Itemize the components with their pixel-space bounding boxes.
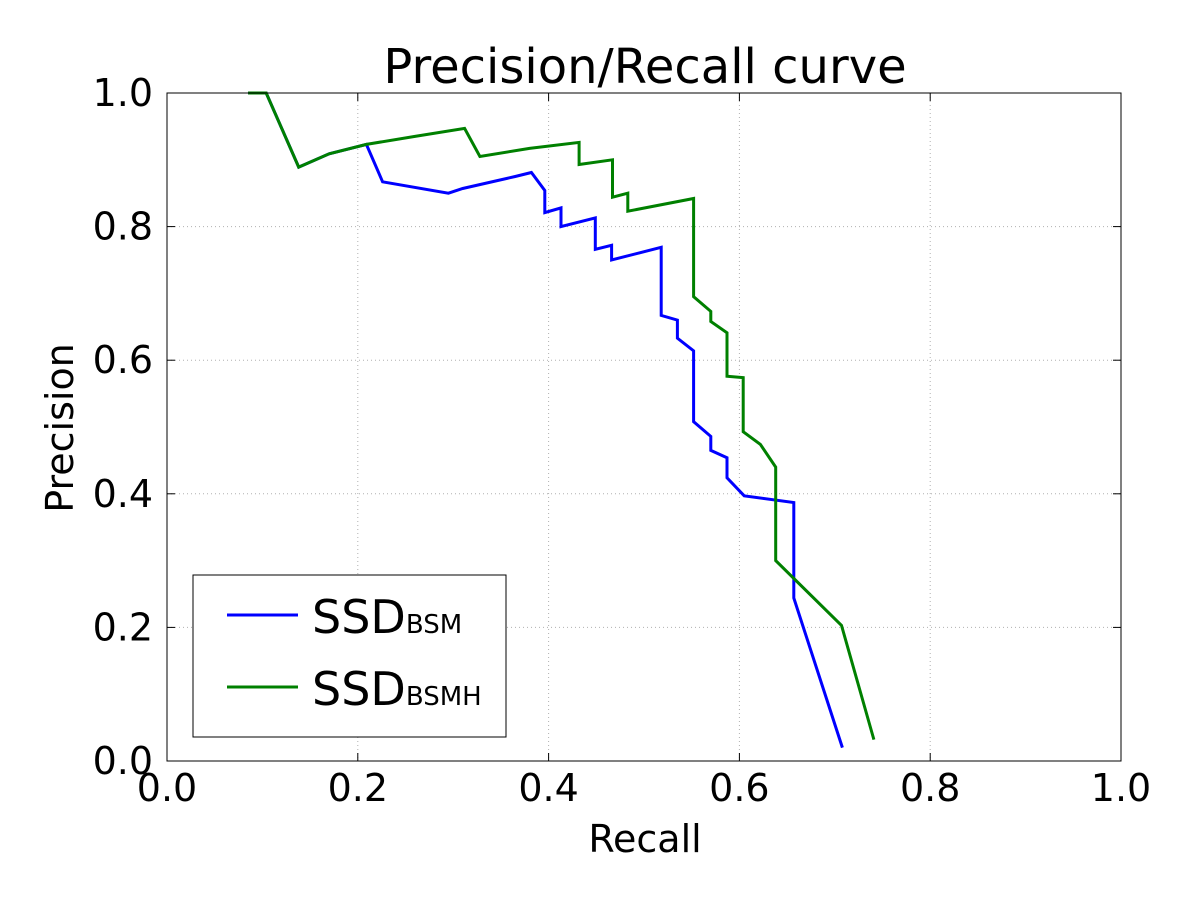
legend-label-subscript: BSMH — [406, 682, 482, 712]
legend-label-subscript: BSM — [406, 610, 462, 640]
y-tick-label: 0.6 — [93, 338, 153, 382]
chart-title: Precision/Recall curve — [383, 39, 906, 95]
legend: SSDBSM SSDBSMH — [192, 574, 507, 738]
y-tick-label: 0.0 — [93, 739, 153, 783]
axis-ticks: 0.0 0.2 0.4 0.6 0.8 1.0 0.0 0.2 0.4 0.6 0.8 1.0 — [93, 71, 1152, 810]
y-tick-label: 0.2 — [93, 605, 153, 649]
x-tick-label: 0.6 — [709, 766, 769, 810]
y-tick-label: 1.0 — [93, 71, 153, 115]
x-tick-label: 0.0 — [137, 766, 197, 810]
series-line-ssd-bsmh — [248, 91, 876, 741]
y-tick-label: 0.4 — [93, 472, 153, 516]
x-tick-label: 0.4 — [518, 766, 578, 810]
legend-label: SSDBSMH — [312, 662, 482, 716]
y-axis-label: Precision — [38, 343, 82, 513]
x-axis-label: Recall — [588, 817, 701, 861]
plot-frame — [166, 92, 1122, 762]
series-lines — [248, 91, 876, 749]
series-line-ssd-bsm — [248, 91, 844, 749]
y-tick-label: 0.8 — [93, 205, 153, 249]
x-tick-label: 0.2 — [328, 766, 388, 810]
x-tick-label: 0.8 — [900, 766, 960, 810]
x-tick-label: 1.0 — [1091, 766, 1151, 810]
legend-label: SSDBSM — [312, 590, 462, 644]
legend-box — [192, 574, 507, 738]
